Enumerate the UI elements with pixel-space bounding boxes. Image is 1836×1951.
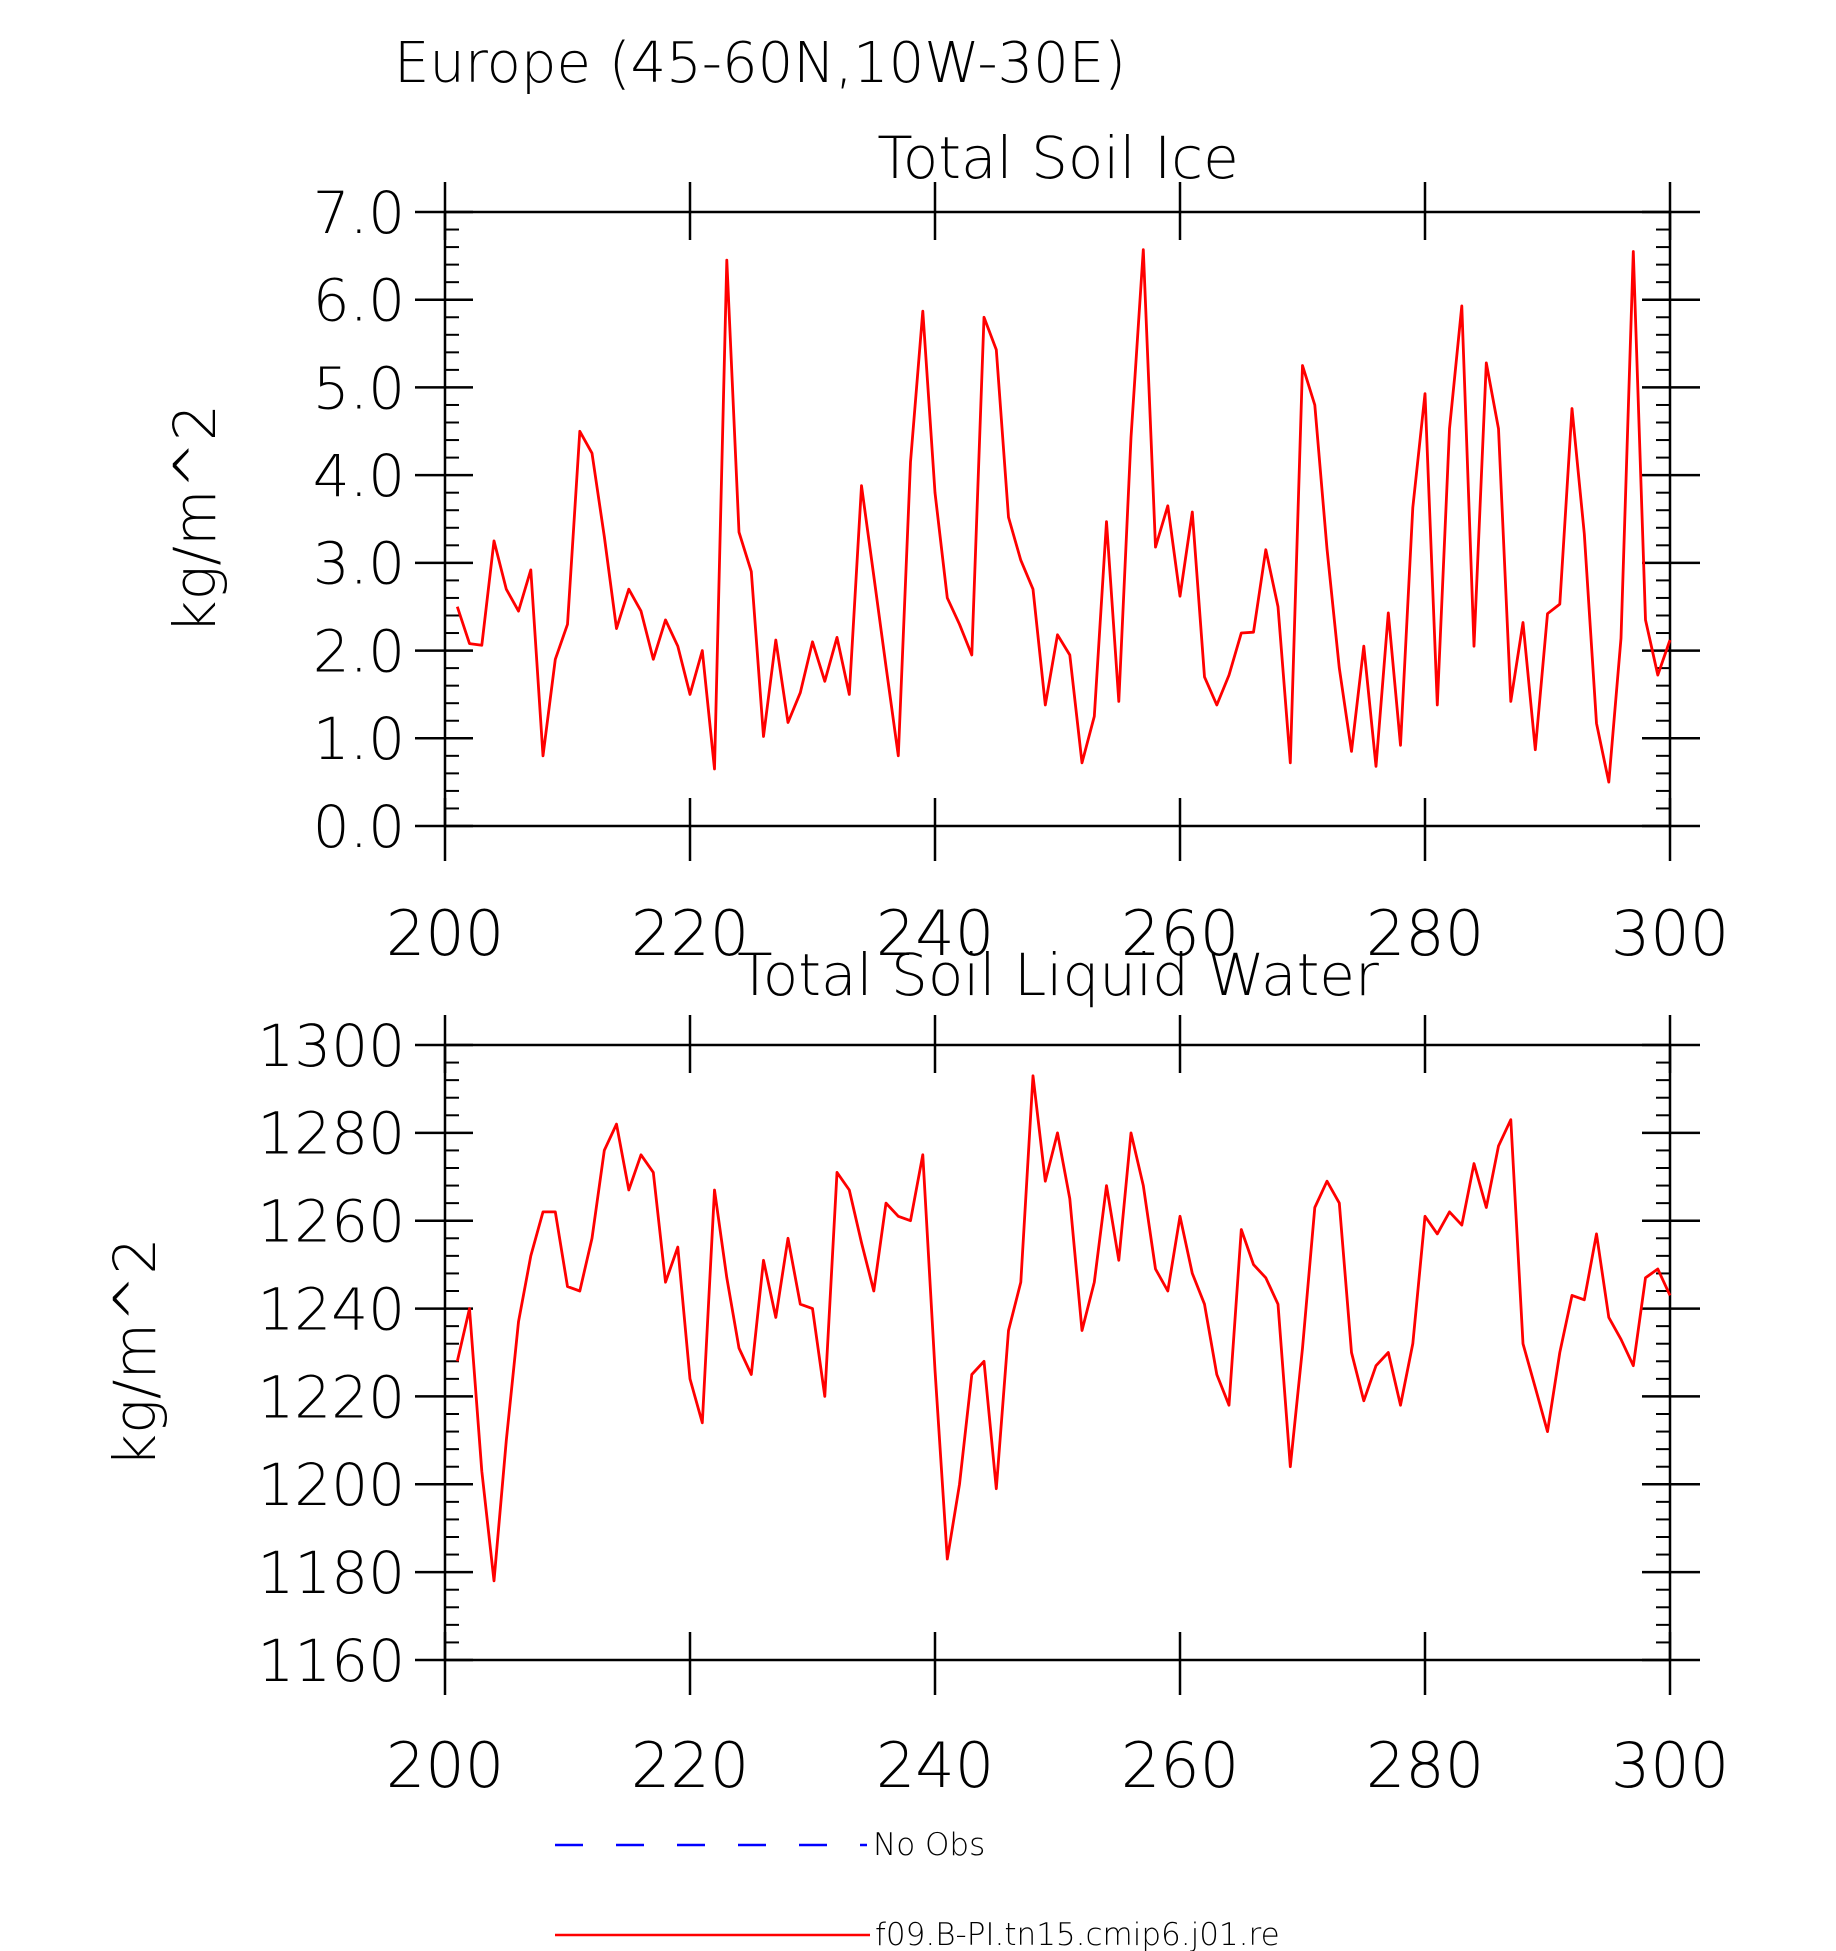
x-tick-label: 260 [1121, 897, 1239, 970]
x-tick-label: 300 [1611, 1729, 1729, 1802]
legend-no-obs-label: No Obs [873, 1827, 985, 1863]
x-tick-label: 200 [386, 897, 504, 970]
y-tick-label: 1300 [257, 1012, 405, 1080]
x-tick-label: 280 [1366, 1729, 1484, 1802]
y-tick-label: 5.0 [313, 354, 405, 422]
y-tick-label: 1220 [257, 1363, 405, 1431]
y-tick-label: 1240 [257, 1275, 405, 1343]
series-line [455, 1074, 1672, 1583]
plot-frame [443, 1043, 1672, 1662]
x-tick-label: 260 [1121, 1729, 1239, 1802]
x-tick-label: 300 [1611, 897, 1729, 970]
y-tick-label: 1260 [257, 1188, 405, 1256]
y-tick-label: 3.0 [313, 530, 405, 598]
plot-frame [443, 210, 1672, 828]
chart-title: Total Soil Ice [877, 124, 1239, 192]
series-line [455, 248, 1672, 784]
y-tick-label: 1.0 [313, 705, 405, 773]
x-tick-label: 240 [876, 1729, 994, 1802]
y-tick-label: 7.0 [313, 179, 405, 247]
y-axis-label: kg/m^2 [101, 1238, 169, 1468]
y-tick-label: 1280 [257, 1100, 405, 1168]
legend-series-label: f09.B-PI.tn15.cmip6.j01.re [875, 1917, 1280, 1951]
y-tick-label: 4.0 [313, 442, 405, 510]
legend: No Obs f09.B-PI.tn15.cmip6.j01.re [555, 1827, 1280, 1951]
main-title: Europe (45-60N,10W-30E) [394, 31, 1126, 96]
soil-liquid-water-chart: Total Soil Liquid Water kg/m^2 1160 1180 120… [101, 941, 1729, 1802]
x-tick-label: 220 [631, 1729, 749, 1802]
y-axis-label: kg/m^2 [161, 404, 229, 634]
chart-title: Total Soil Liquid Water [737, 941, 1379, 1009]
y-tick-label: 1160 [257, 1627, 405, 1695]
soil-ice-chart: Total Soil Ice kg/m^2 0.0 1.0 2.0 3.0 4.0 5.0 6.… [161, 124, 1729, 970]
y-tick-label: 1180 [257, 1539, 405, 1607]
x-tick-label: 240 [876, 897, 994, 970]
y-tick-label: 0.0 [313, 793, 405, 861]
x-tick-label: 220 [631, 897, 749, 970]
x-tick-label: 200 [386, 1729, 504, 1802]
y-tick-label: 1200 [257, 1451, 405, 1519]
x-tick-label: 280 [1366, 897, 1484, 970]
y-tick-label: 2.0 [313, 617, 405, 685]
y-tick-label: 6.0 [313, 267, 405, 335]
